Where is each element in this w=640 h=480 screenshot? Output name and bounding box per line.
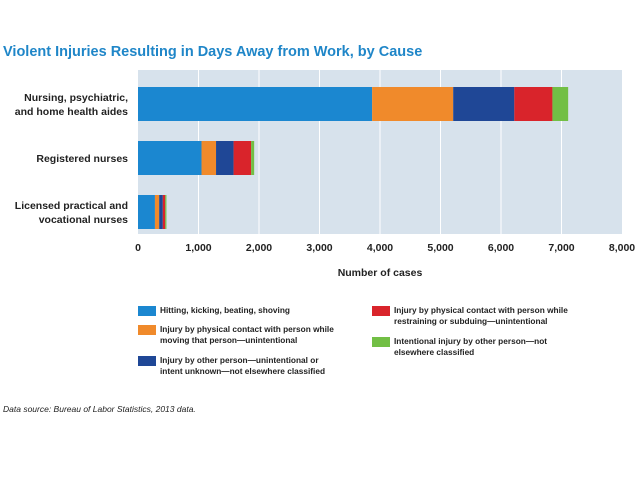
category-label: Licensed practical and — [15, 200, 128, 212]
legend-item: Injury by physical contact with person w… — [138, 324, 334, 346]
legend-swatch — [138, 356, 156, 366]
legend-label: Injury by other person—unintentional or i… — [160, 355, 326, 376]
legend-swatch — [138, 325, 156, 335]
bar-segment — [138, 195, 155, 229]
x-tick-label: 6,000 — [488, 242, 514, 254]
legend-swatch — [138, 306, 156, 316]
bar-segment — [154, 195, 160, 229]
bar-segment — [159, 195, 163, 229]
category-label: vocational nurses — [39, 214, 128, 226]
legend-item: Injury by other person—unintentional or i… — [138, 355, 325, 377]
data-source-note: Data source: Bureau of Labor Statistics,… — [3, 404, 196, 414]
bar-segment — [552, 87, 569, 121]
legend-label: Intentional injury by other person—not el… — [394, 336, 548, 357]
legend-swatch — [372, 337, 390, 347]
bar-segment — [372, 87, 454, 121]
chart-title: Violent Injuries Resulting in Days Away … — [3, 44, 423, 60]
legend-item: Intentional injury by other person—not el… — [372, 336, 547, 358]
x-tick-label: 1,000 — [185, 242, 211, 254]
category-label: Nursing, psychiatric, — [24, 92, 128, 104]
x-tick-label: 5,000 — [427, 242, 453, 254]
legend-item: Hitting, kicking, beating, shoving — [138, 305, 290, 316]
category-label: Registered nurses — [36, 153, 128, 165]
x-tick-label: 7,000 — [548, 242, 574, 254]
bar-segment — [453, 87, 515, 121]
bar-segment — [138, 87, 373, 121]
legend-swatch — [372, 306, 390, 316]
x-axis-title: Number of cases — [338, 267, 423, 279]
stacked-bar-chart: 0 1,000 2,000 3,000 4,000 5,000 6,000 7,000 8,00… — [15, 70, 635, 279]
legend-label: Hitting, kicking, beating, shoving — [160, 305, 290, 315]
bar-segment — [165, 195, 167, 229]
legend-label: Injury by physical contact with person w… — [394, 305, 568, 326]
x-tick-label: 3,000 — [306, 242, 332, 254]
x-tick-label: 2,000 — [246, 242, 272, 254]
x-tick-label: 8,000 — [609, 242, 635, 254]
legend-label: Injury by physical contact with person w… — [160, 324, 334, 345]
bar-segment — [233, 141, 252, 175]
bar-segment — [201, 141, 217, 175]
x-tick-label: 4,000 — [367, 242, 393, 254]
bar-segment — [251, 141, 255, 175]
bar-segment — [138, 141, 202, 175]
bar-segment — [216, 141, 234, 175]
category-label: and home health aides — [15, 106, 128, 118]
bar-segment — [514, 87, 553, 121]
bar-segment — [162, 195, 166, 229]
legend-item: Injury by physical contact with person w… — [372, 305, 568, 327]
x-tick-label: 0 — [135, 242, 141, 254]
